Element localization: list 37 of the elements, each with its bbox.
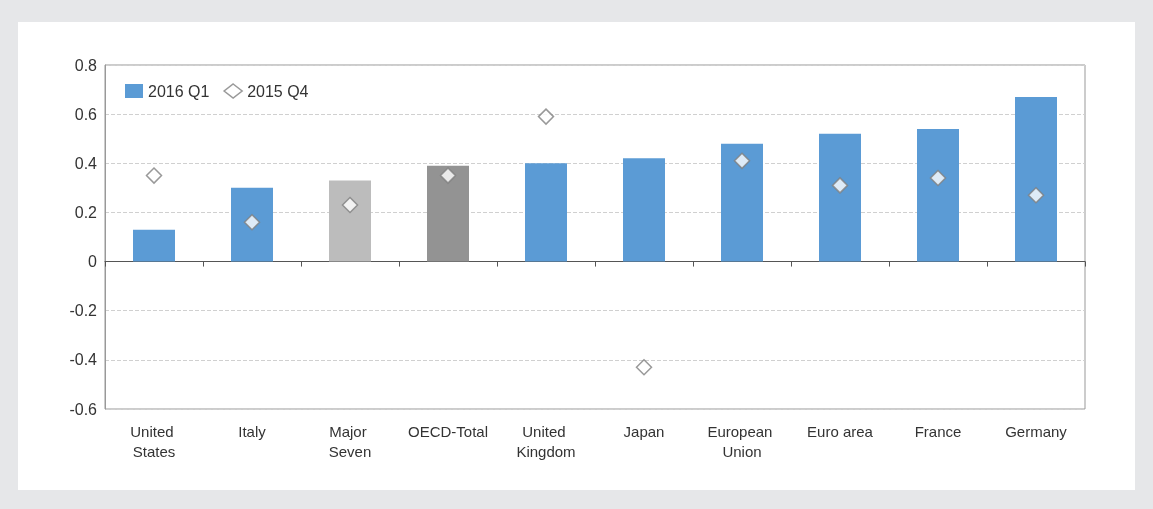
bar [623, 158, 665, 262]
x-tick-label: Germany [1005, 422, 1068, 440]
x-tick-label: Euro area [807, 422, 874, 440]
bar [917, 128, 959, 262]
x-tick-label: OECD-Total [407, 422, 489, 440]
bar [427, 165, 469, 262]
x-tick-label: United Kingdom [516, 422, 576, 460]
x-tick-label: European Union [707, 422, 777, 460]
bar [329, 180, 371, 262]
y-tick-label: -0.2 [69, 302, 98, 320]
point [439, 167, 457, 184]
y-tick-label: 0.4 [74, 154, 98, 172]
x-tick-label: Japan [623, 422, 665, 440]
legend-label: 2016 Q1 [148, 82, 210, 100]
y-tick-label: -0.4 [69, 351, 98, 369]
point [733, 152, 751, 170]
bar [133, 229, 175, 262]
x-tick-label: France [914, 422, 962, 440]
bar [231, 187, 273, 262]
point [929, 169, 947, 187]
point [1027, 186, 1045, 204]
point [831, 177, 849, 194]
x-tick-label: Italy [238, 422, 267, 440]
x-tick-label: United States [130, 422, 178, 460]
y-tick-label: 0.8 [74, 56, 98, 74]
y-tick-label: 0 [88, 253, 98, 271]
legend-label: 2015 Q4 [247, 82, 309, 100]
point [243, 214, 261, 231]
x-tick-label: Major Seven [328, 422, 372, 460]
y-tick-label: -0.6 [69, 400, 98, 418]
y-tick-label: 0.2 [74, 203, 98, 221]
bar [525, 163, 567, 262]
bar [1015, 96, 1057, 262]
point [341, 196, 359, 214]
bar [819, 133, 861, 262]
bar [721, 143, 763, 262]
y-tick-label: 0.6 [74, 105, 98, 123]
